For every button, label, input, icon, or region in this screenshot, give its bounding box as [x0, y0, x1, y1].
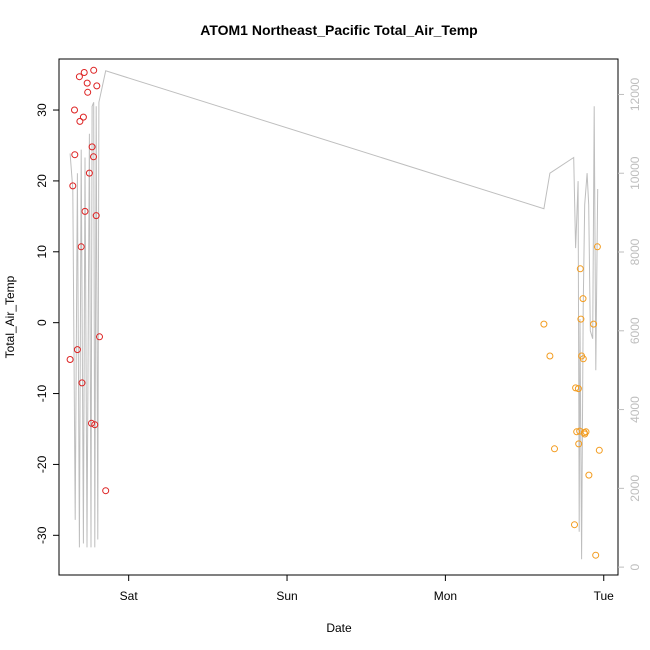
data-point-s0-5: [75, 73, 83, 81]
x-tick-label-0: Sat: [120, 589, 139, 603]
x-tick-label-2: Mon: [434, 589, 457, 603]
data-point-s0-8: [78, 379, 86, 387]
line-series-layer: [69, 70, 599, 560]
secondary-y-axis: 0 2000 4000 6000 8000 10000 12000: [618, 77, 642, 570]
data-point-s0-20: [92, 212, 100, 220]
data-point-s1-7: [575, 440, 583, 448]
points-layer: [66, 66, 603, 559]
data-point-s1-1: [546, 352, 554, 360]
data-point-s0-23: [102, 487, 110, 495]
data-point-s0-15: [88, 419, 95, 427]
y-tick-label-3: 0: [35, 319, 49, 326]
data-point-s0-17: [90, 66, 98, 74]
x-tick-label-1: Sun: [276, 589, 297, 603]
data-point-s1-6: [574, 385, 582, 393]
data-point-s0-11: [81, 207, 89, 215]
data-point-s0-2: [71, 106, 78, 114]
data-point-s0-0: [66, 356, 74, 363]
data-point-s0-4: [73, 346, 81, 354]
data-point-s1-16: [582, 428, 590, 436]
y-tick-label-2: -10: [35, 385, 49, 403]
data-point-s1-18: [590, 320, 598, 328]
y2-tick-label-4: 8000: [628, 238, 642, 265]
data-point-s1-10: [577, 315, 585, 323]
data-point-s0-22: [96, 333, 103, 341]
data-point-s0-3: [71, 151, 79, 159]
y-tick-label-1: -20: [35, 455, 49, 473]
data-point-s1-21: [595, 446, 603, 454]
x-tick-label-3: Tue: [594, 589, 615, 603]
data-point-s0-21: [93, 82, 101, 90]
data-point-s1-9: [576, 265, 584, 273]
data-point-s1-0: [540, 320, 548, 328]
data-point-s1-19: [592, 551, 600, 559]
data-point-s0-14: [85, 169, 93, 177]
y2-tick-label-5: 10000: [628, 156, 642, 190]
data-point-s1-13: [579, 355, 587, 363]
data-point-s1-4: [572, 384, 580, 392]
data-point-s1-12: [579, 295, 587, 303]
data-point-s1-3: [571, 521, 578, 529]
data-point-s1-20: [593, 243, 601, 251]
y2-tick-label-2: 4000: [628, 396, 642, 423]
data-point-s0-1: [69, 182, 77, 190]
data-point-s1-2: [551, 445, 558, 453]
y-axis-label: Total_Air_Temp: [3, 275, 17, 358]
y-tick-label-0: -30: [35, 526, 49, 544]
data-point-s0-13: [84, 88, 92, 96]
y-axis: -30 -20 -10 0 10 20 30: [35, 103, 59, 544]
y-tick-label-6: 30: [35, 103, 49, 117]
data-point-s0-18: [90, 153, 97, 161]
y-tick-label-5: 20: [35, 174, 49, 188]
data-point-s1-5: [573, 428, 581, 436]
x-axis-label: Date: [326, 621, 352, 635]
data-point-s1-17: [585, 471, 593, 479]
line-series: [69, 70, 599, 560]
data-point-s0-6: [76, 117, 84, 125]
y2-tick-label-0: 0: [628, 563, 642, 570]
x-axis: Sat Sun Mon Tue: [120, 575, 615, 603]
y2-tick-label-6: 12000: [628, 77, 642, 111]
data-point-s0-12: [83, 79, 91, 87]
y2-tick-label-3: 6000: [628, 317, 642, 344]
data-point-s0-10: [80, 69, 88, 76]
data-point-s0-19: [91, 421, 99, 429]
y2-tick-label-1: 2000: [628, 475, 642, 502]
plot-frame: [58, 58, 619, 576]
chart-title: ATOM1 Northeast_Pacific Total_Air_Temp: [200, 22, 477, 38]
data-point-s0-9: [79, 113, 87, 121]
y-tick-label-4: 10: [35, 245, 49, 259]
data-point-s0-16: [88, 143, 96, 151]
data-point-s0-7: [77, 243, 85, 251]
